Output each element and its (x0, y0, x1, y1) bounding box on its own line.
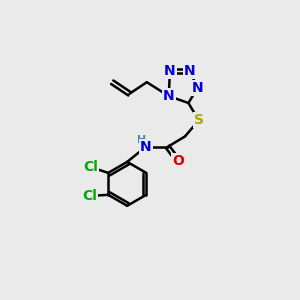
Text: H: H (137, 135, 146, 146)
Text: N: N (163, 89, 175, 103)
Text: Cl: Cl (82, 189, 97, 203)
Text: Cl: Cl (83, 160, 98, 174)
Text: S: S (194, 113, 204, 127)
Text: O: O (172, 154, 184, 168)
Text: N: N (184, 64, 195, 78)
Text: N: N (164, 64, 176, 78)
Text: N: N (192, 81, 203, 95)
Text: N: N (140, 140, 152, 154)
